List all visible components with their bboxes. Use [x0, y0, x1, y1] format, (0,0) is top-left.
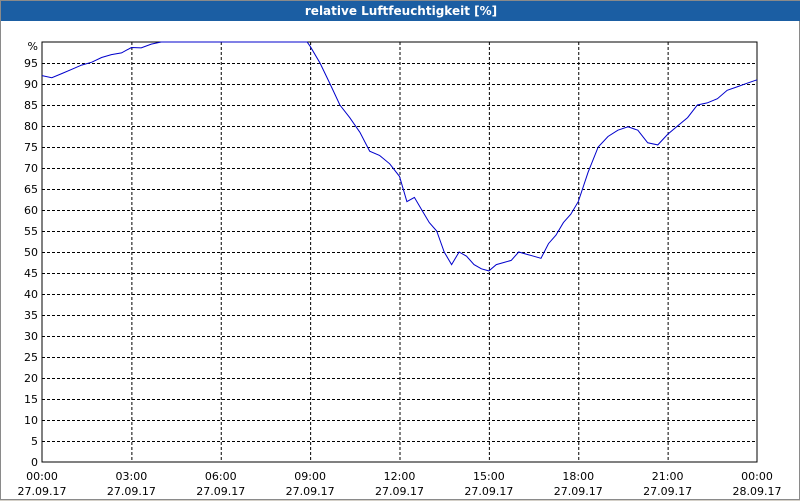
- y-tick-label: 5: [31, 435, 38, 448]
- x-tick-time-label: 00:00: [741, 470, 773, 483]
- x-tick-time-label: 06:00: [205, 470, 237, 483]
- x-tick-time-label: 09:00: [294, 470, 326, 483]
- y-tick-label: 0: [31, 456, 38, 469]
- x-tick-date-label: 27.09.17: [196, 485, 245, 498]
- y-tick-label: 45: [24, 267, 38, 280]
- x-tick-time-label: 00:00: [26, 470, 58, 483]
- x-axis-ticks: 00:00 27.09.17 03:00 27.09.17 06:00 27.09.17 0…: [18, 470, 782, 498]
- y-tick-label: 25: [24, 351, 38, 364]
- x-tick-date-label: 27.09.17: [464, 485, 513, 498]
- x-tick-date-label: 27.09.17: [18, 485, 67, 498]
- x-tick-date-label: 27.09.17: [286, 485, 335, 498]
- y-tick-label: 80: [24, 120, 38, 133]
- x-tick-date-label: 27.09.17: [107, 485, 156, 498]
- y-tick-label: 55: [24, 225, 38, 238]
- x-tick-time-label: 03:00: [116, 470, 148, 483]
- y-tick-label: 95: [24, 57, 38, 70]
- y-tick-label: 30: [24, 330, 38, 343]
- y-tick-label: 85: [24, 99, 38, 112]
- x-tick-date-label: 28.09.17: [733, 485, 782, 498]
- y-tick-label: 60: [24, 204, 38, 217]
- x-tick-date-label: 27.09.17: [643, 485, 692, 498]
- x-tick-time-label: 21:00: [652, 470, 684, 483]
- y-axis-unit-label: %: [28, 40, 38, 53]
- y-axis-ticks: 0 5 10 15 20 25 30 35 40 45 50 55 60 65 70 75 80 85 90 95: [24, 57, 38, 469]
- y-tick-label: 70: [24, 162, 38, 175]
- x-tick-time-label: 12:00: [384, 470, 416, 483]
- x-tick-date-label: 27.09.17: [554, 485, 603, 498]
- x-tick-date-label: 27.09.17: [375, 485, 424, 498]
- x-tick-time-label: 15:00: [473, 470, 505, 483]
- x-tick-time-label: 18:00: [562, 470, 594, 483]
- y-tick-label: 15: [24, 393, 38, 406]
- y-tick-label: 20: [24, 372, 38, 385]
- y-tick-label: 35: [24, 309, 38, 322]
- y-tick-label: 10: [24, 414, 38, 427]
- y-tick-label: 75: [24, 141, 38, 154]
- y-tick-label: 90: [24, 78, 38, 91]
- grid: [42, 42, 757, 462]
- humidity-series-line: [41, 41, 758, 272]
- chart-title: relative Luftfeuchtigkeit [%]: [1, 1, 800, 21]
- y-tick-label: 40: [24, 288, 38, 301]
- plot-area: [41, 41, 758, 463]
- y-tick-label: 65: [24, 183, 38, 196]
- y-tick-label: 50: [24, 246, 38, 259]
